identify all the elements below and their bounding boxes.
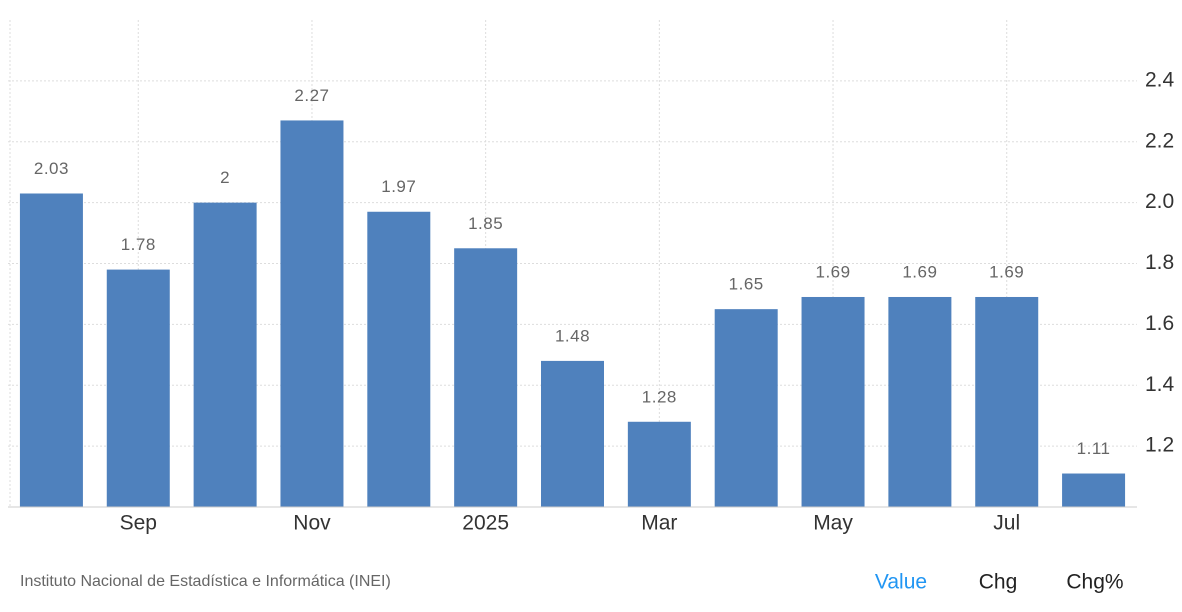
y-tick-label: 1.8: [1145, 251, 1174, 274]
y-tick-label: 1.4: [1145, 373, 1175, 396]
x-tick-label: Sep: [120, 512, 157, 535]
data-label: 1.69: [989, 262, 1024, 281]
source: Instituto Nacional de Estadística e Info…: [20, 573, 391, 590]
value-button[interactable]: Value: [875, 571, 927, 594]
data-label: 2: [220, 168, 230, 187]
bar: [975, 296, 1039, 507]
bar: [541, 360, 604, 507]
x-tick-label: Jul: [993, 512, 1020, 535]
y-tick-label: 2.4: [1145, 68, 1175, 91]
bar: [1062, 473, 1126, 507]
bar: [714, 309, 778, 507]
data-label: 1.69: [815, 262, 850, 281]
bar: [280, 120, 344, 507]
bar: [454, 248, 518, 507]
data-label: 1.97: [381, 177, 416, 196]
data-label: 1.11: [1077, 439, 1111, 458]
x-tick-label: Mar: [641, 512, 677, 535]
data-label: 1.69: [902, 262, 937, 281]
data-label: 2.03: [34, 159, 69, 178]
x-tick-label: Nov: [293, 512, 331, 535]
data-label: 1.65: [729, 275, 764, 294]
bar: [801, 296, 865, 507]
y-tick-label: 1.2: [1145, 434, 1174, 457]
bar: [367, 211, 431, 507]
y-tick-label: 2.2: [1145, 129, 1174, 152]
data-label: 1.28: [642, 387, 677, 406]
chg-button[interactable]: Chg: [979, 571, 1018, 594]
bar: [193, 202, 257, 507]
y-tick-label: 1.6: [1145, 312, 1174, 335]
bar: [106, 269, 170, 507]
data-label: 2.27: [294, 86, 329, 105]
data-label: 1.48: [555, 326, 590, 345]
bar: [888, 296, 952, 507]
data-label: 1.78: [121, 235, 156, 254]
chg-pct-button[interactable]: Chg%: [1066, 571, 1123, 594]
y-tick-label: 2.0: [1145, 190, 1174, 213]
x-tick-label: 2025: [462, 512, 509, 535]
data-label: 1.85: [468, 214, 503, 233]
x-tick-label: May: [813, 512, 853, 535]
bar: [627, 421, 691, 507]
bar: [19, 193, 83, 507]
